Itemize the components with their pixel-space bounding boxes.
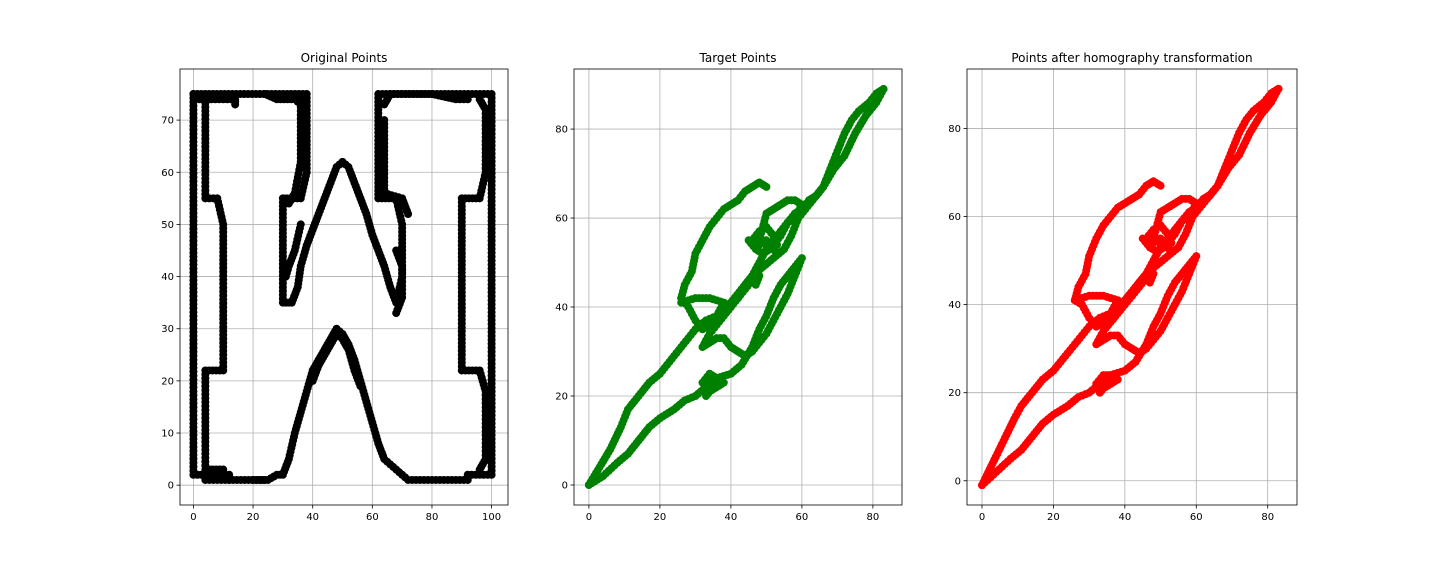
data-point: [677, 294, 686, 303]
x-tick-label: 60: [1190, 512, 1203, 523]
x-tick-label: 0: [190, 512, 196, 523]
data-point: [189, 90, 198, 99]
x-tick-label: 20: [1047, 512, 1060, 523]
x-tick-label: 0: [586, 512, 592, 523]
data-point: [762, 182, 771, 191]
y-tick-label: 20: [555, 392, 568, 403]
data-point: [284, 199, 293, 208]
data-point: [475, 465, 484, 474]
y-tick-label: 40: [948, 300, 961, 311]
data-point: [755, 271, 764, 280]
data-point: [404, 209, 413, 218]
data-point: [1149, 269, 1158, 278]
data-point: [702, 392, 711, 400]
chart-title: Original Points: [301, 51, 388, 65]
x-tick-label: 60: [796, 512, 809, 523]
x-tick-label: 20: [654, 512, 667, 523]
y-tick-label: 0: [562, 480, 568, 491]
data-point: [773, 249, 782, 258]
data-point: [1156, 181, 1165, 190]
point-series: [978, 84, 1283, 490]
y-tick-label: 40: [555, 303, 568, 314]
data-point: [356, 382, 365, 391]
data-point: [392, 309, 401, 318]
chart-title: Target Points: [699, 51, 777, 65]
y-tick-label: 30: [161, 324, 174, 335]
x-tick-label: 40: [725, 512, 738, 523]
x-tick-label: 80: [867, 512, 880, 523]
data-point: [1167, 247, 1176, 256]
y-tick-label: 80: [555, 125, 568, 136]
y-tick-label: 60: [948, 212, 961, 223]
x-tick-label: 80: [1261, 512, 1274, 523]
x-tick-label: 40: [1118, 512, 1131, 523]
data-point: [1274, 84, 1283, 93]
data-point: [1070, 296, 1079, 305]
x-tick-label: 100: [482, 512, 501, 523]
y-tick-label: 80: [948, 124, 961, 135]
data-point: [260, 475, 269, 484]
y-tick-label: 60: [161, 168, 174, 179]
axes-frame: [179, 68, 509, 506]
y-tick-label: 20: [948, 388, 961, 399]
axes-frame: [966, 68, 1298, 506]
data-point: [231, 100, 240, 109]
y-tick-label: 50: [161, 220, 174, 231]
x-tick-label: 60: [366, 512, 379, 523]
x-tick-label: 0: [979, 512, 985, 523]
y-tick-label: 0: [168, 481, 174, 492]
axes-frame: [573, 68, 903, 506]
x-tick-label: 20: [247, 512, 260, 523]
data-point: [281, 272, 290, 281]
y-tick-label: 10: [161, 429, 174, 440]
x-tick-label: 80: [426, 512, 439, 523]
x-tick-label: 40: [306, 512, 319, 523]
point-series: [584, 85, 888, 489]
data-point: [1163, 238, 1172, 247]
y-tick-label: 20: [161, 376, 174, 387]
y-tick-label: 40: [161, 272, 174, 283]
data-point: [380, 100, 389, 109]
chart-title: Points after homography transformation: [1011, 51, 1252, 65]
data-point: [1095, 388, 1104, 397]
subplot-2: 0 20 40 60 80 0 20 40 60 80 Target Points: [555, 51, 903, 523]
y-tick-label: 60: [555, 214, 568, 225]
data-point: [769, 240, 778, 249]
y-tick-label: 70: [161, 116, 174, 127]
subplot-3: 0 20 40 60 80 0 20 40 60 80 Points after homograph…: [948, 51, 1298, 523]
data-point: [225, 475, 234, 484]
data-point: [879, 85, 888, 94]
subplot-1: 0 20 40 60 80 100 0 10 20 30 40 50 60 70 Original Poin…: [161, 51, 509, 523]
y-tick-label: 0: [955, 476, 961, 487]
point-series: [189, 90, 496, 484]
